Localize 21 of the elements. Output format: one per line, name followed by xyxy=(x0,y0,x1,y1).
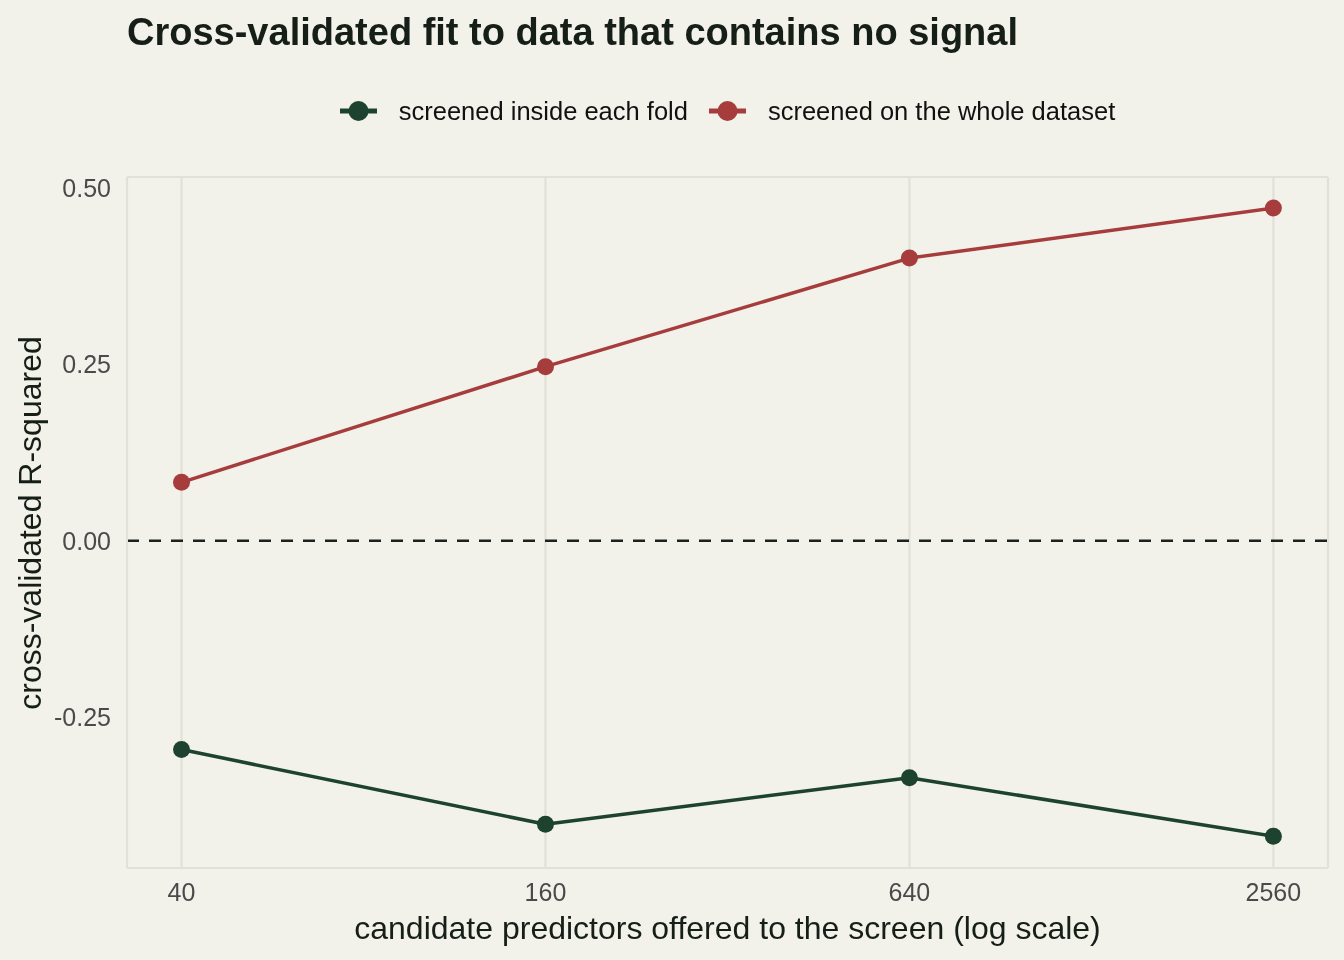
y-tick-label: 0.00 xyxy=(62,526,111,555)
point xyxy=(536,358,554,376)
y-tick-label: 0.25 xyxy=(62,350,111,379)
point xyxy=(900,249,918,267)
x-tick-label: 160 xyxy=(524,877,567,906)
point xyxy=(173,741,191,759)
y-tick-label: 0.50 xyxy=(62,174,111,203)
x-axis-title: candidate predictors offered to the screen (log scale) xyxy=(354,910,1101,946)
point xyxy=(173,473,191,491)
point xyxy=(536,815,554,833)
y-axis-title: cross-validated R-squared xyxy=(12,335,48,710)
legend-label: screened on the whole dataset xyxy=(767,97,1116,125)
chart-title: Cross-validated fit to data that contains no signal xyxy=(127,11,1018,53)
y-tick-label: -0.25 xyxy=(54,702,111,731)
legend-label: screened inside each fold xyxy=(398,97,688,125)
point xyxy=(900,769,918,787)
x-tick-label: 40 xyxy=(167,877,196,906)
x-tick-label: 640 xyxy=(888,877,931,906)
point xyxy=(1264,827,1282,845)
x-tick-label: 2560 xyxy=(1245,877,1302,906)
point xyxy=(1264,199,1282,217)
